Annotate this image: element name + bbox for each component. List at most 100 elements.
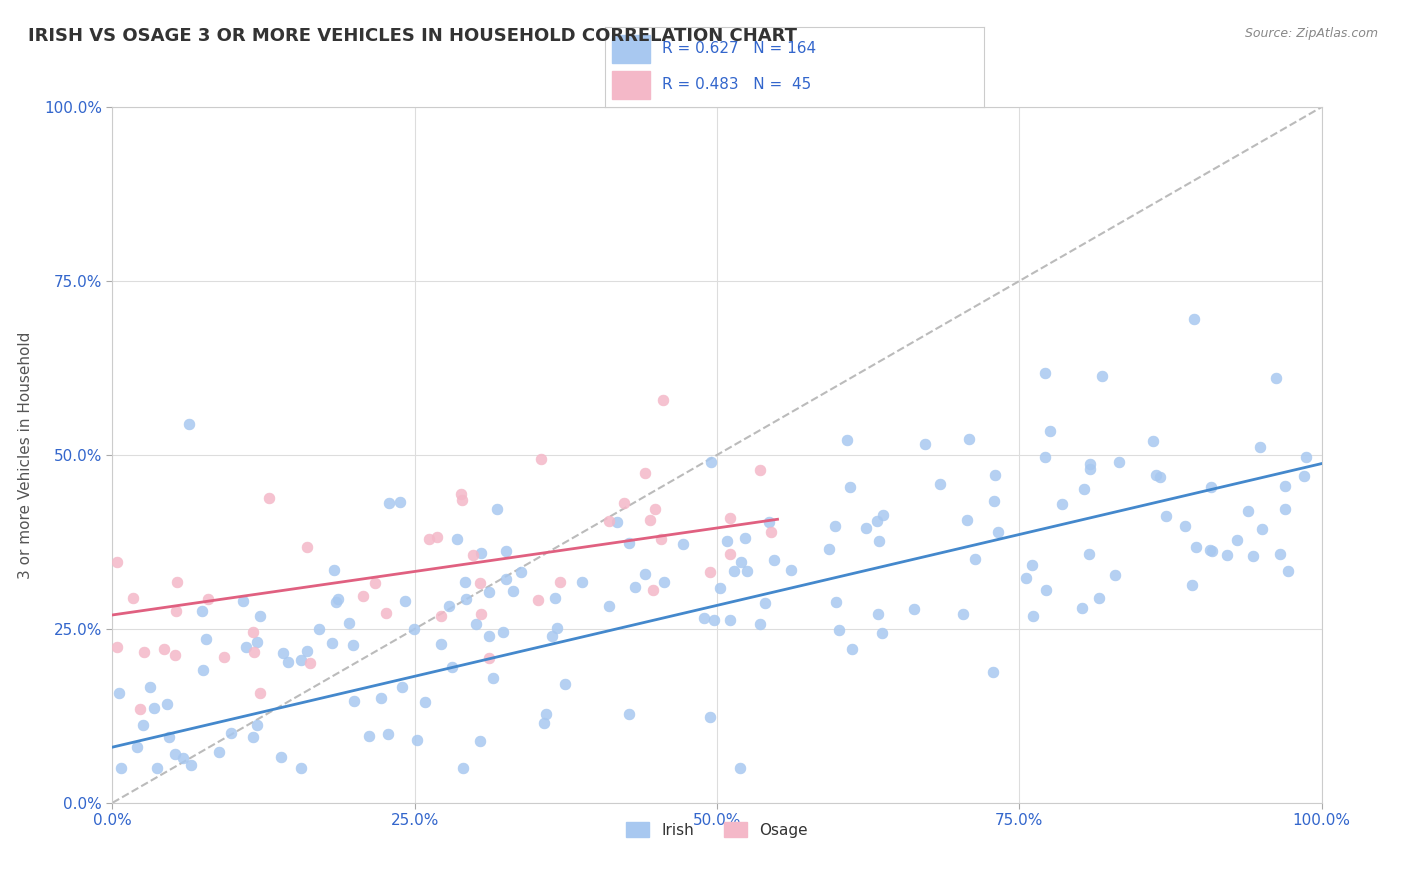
Point (415, 695, 437, 709)
Point (1108, 455, 1130, 469)
Point (533, 716, 555, 731)
Point (394, 594, 416, 608)
Point (1277, 564, 1299, 578)
Point (110, 761, 132, 775)
Point (650, 533, 672, 547)
Point (652, 574, 675, 589)
Point (761, 525, 783, 540)
Point (1033, 367, 1056, 381)
Point (718, 547, 741, 561)
Point (1087, 591, 1109, 605)
Point (644, 502, 666, 516)
Point (235, 640, 257, 654)
Point (377, 727, 399, 741)
Point (246, 635, 269, 649)
Point (1021, 558, 1043, 573)
Point (1144, 468, 1167, 483)
Point (734, 531, 756, 545)
Text: R = 0.483   N =  45: R = 0.483 N = 45 (662, 77, 811, 92)
Point (868, 534, 890, 549)
Point (1241, 549, 1264, 563)
Point (485, 502, 508, 516)
Point (735, 565, 758, 579)
Point (132, 718, 155, 732)
Point (478, 650, 501, 665)
Point (1050, 497, 1073, 511)
Point (470, 734, 492, 748)
Point (825, 595, 848, 609)
Point (402, 623, 425, 637)
Point (981, 665, 1004, 679)
Point (242, 625, 264, 640)
Point (406, 733, 429, 747)
Point (426, 530, 449, 544)
Point (450, 487, 472, 501)
Point (468, 576, 491, 591)
Point (1104, 568, 1126, 582)
Point (1201, 544, 1223, 558)
Point (418, 532, 440, 546)
Point (477, 585, 499, 599)
Point (672, 537, 695, 551)
Point (179, 417, 201, 431)
Point (481, 671, 503, 685)
Point (617, 536, 640, 550)
Point (290, 761, 312, 775)
Point (146, 761, 169, 775)
Point (1033, 450, 1056, 464)
Point (1022, 609, 1045, 624)
Point (1078, 458, 1101, 472)
Point (212, 649, 235, 664)
Point (1226, 533, 1249, 548)
Point (534, 706, 557, 721)
Point (105, 640, 128, 654)
Point (339, 615, 361, 630)
Point (1078, 462, 1101, 476)
Point (163, 747, 186, 761)
Point (1274, 501, 1296, 516)
Point (716, 534, 738, 549)
Point (359, 729, 381, 743)
Point (709, 581, 731, 595)
Legend: Irish, Osage: Irish, Osage (620, 815, 814, 844)
Point (163, 648, 186, 662)
Point (1237, 504, 1260, 518)
Point (870, 625, 893, 640)
FancyBboxPatch shape (612, 35, 650, 62)
Point (495, 543, 517, 558)
Point (914, 437, 936, 451)
Text: Source: ZipAtlas.com: Source: ZipAtlas.com (1244, 27, 1378, 40)
Point (478, 629, 501, 643)
Point (297, 643, 319, 657)
Point (127, 739, 149, 754)
Point (699, 710, 721, 724)
Point (299, 657, 322, 671)
Point (623, 580, 645, 594)
Point (571, 574, 593, 589)
Point (1015, 571, 1038, 585)
Point (364, 575, 387, 590)
Point (465, 616, 488, 631)
Point (762, 553, 785, 567)
Point (728, 761, 751, 775)
Y-axis label: 3 or more Vehicles in Household: 3 or more Vehicles in Household (18, 331, 32, 579)
Point (232, 594, 254, 608)
Point (277, 655, 299, 669)
Point (1294, 468, 1316, 483)
Point (429, 637, 451, 651)
Point (430, 608, 453, 623)
Point (718, 510, 741, 524)
Point (451, 761, 474, 775)
Point (219, 725, 242, 739)
Point (343, 694, 366, 708)
Point (855, 521, 877, 535)
Point (730, 555, 752, 569)
Point (342, 638, 364, 652)
Point (1154, 509, 1177, 524)
Point (652, 393, 675, 408)
Point (963, 552, 986, 566)
Point (242, 730, 264, 744)
Point (530, 451, 553, 466)
Point (699, 565, 721, 579)
Point (388, 495, 411, 509)
